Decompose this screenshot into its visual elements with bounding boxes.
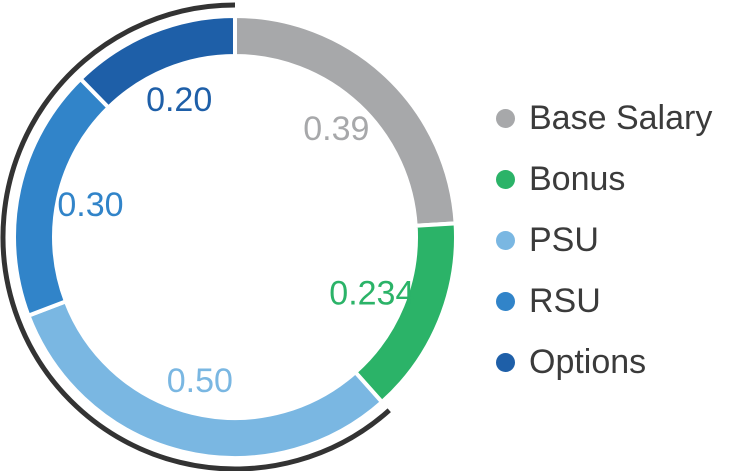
data-label-options: 0.20 [146,81,212,119]
legend-swatch-options [496,353,515,372]
data-label-psu: 0.50 [167,362,233,400]
legend: Base Salary Bonus PSU RSU Options [496,88,712,393]
data-label-bonus: 0.234 [329,274,414,312]
legend-swatch-base-salary [496,109,515,128]
legend-label-bonus: Bonus [529,160,626,198]
data-label-base-salary: 0.39 [303,110,369,148]
legend-swatch-bonus [496,170,515,189]
slice-bonus [353,221,458,405]
legend-swatch-psu [496,231,515,250]
legend-label-psu: PSU [529,221,599,259]
bracket-arc [0,2,391,471]
legend-item-base-salary: Base Salary [496,88,712,149]
legend-item-rsu: RSU [496,271,712,332]
slice-options [78,14,237,110]
legend-swatch-rsu [496,292,515,311]
legend-label-base-salary: Base Salary [529,99,713,137]
legend-label-options: Options [529,343,647,381]
data-label-rsu: 0.30 [57,186,123,224]
legend-item-bonus: Bonus [496,149,712,210]
legend-item-psu: PSU [496,210,712,271]
legend-label-rsu: RSU [529,282,601,320]
legend-item-options: Options [496,332,712,393]
